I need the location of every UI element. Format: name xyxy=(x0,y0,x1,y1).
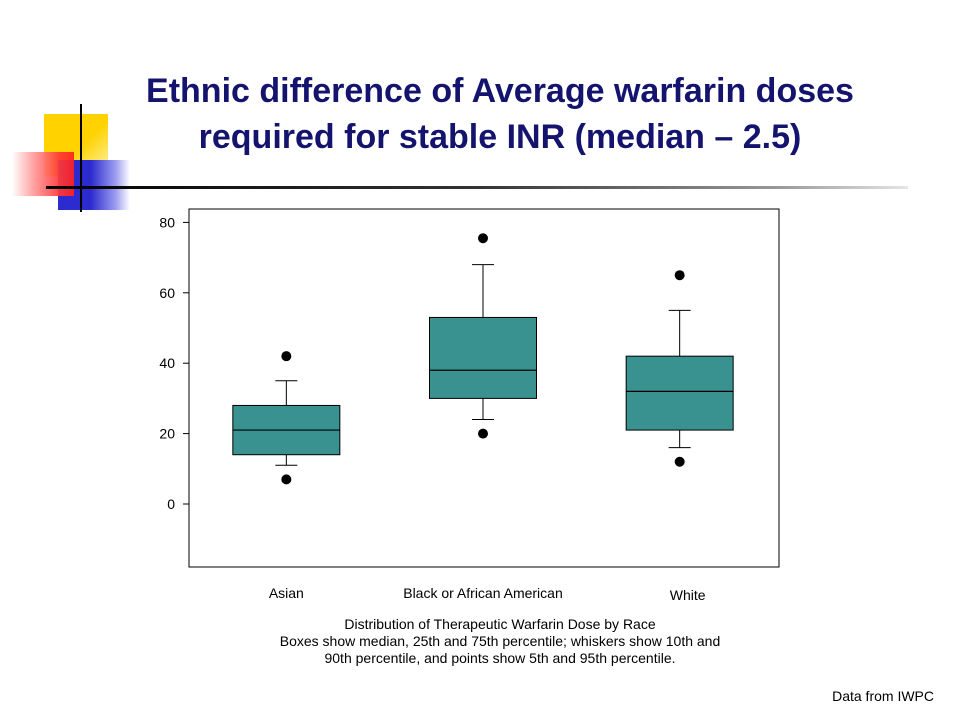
x-axis: Asian Black or African American White xyxy=(269,585,706,603)
p5-point xyxy=(281,474,292,485)
p5-point xyxy=(478,428,488,439)
plot-frame xyxy=(188,208,780,568)
x-tick-label-asian: Asian xyxy=(269,585,304,601)
chart-caption: Distribution of Therapeutic Warfarin Dos… xyxy=(180,616,820,667)
decor-horizontal-line xyxy=(46,186,908,189)
iqr-box xyxy=(429,316,537,399)
p95-point xyxy=(478,233,488,244)
y-tick-label-20: 20 xyxy=(159,426,175,442)
caption-line-1: Distribution of Therapeutic Warfarin Dos… xyxy=(344,616,656,632)
caption-line-2: Boxes show median, 25th and 75th percent… xyxy=(279,633,721,649)
slide-title: Ethnic difference of Average warfarin do… xyxy=(80,68,920,160)
y-axis: 0 20 40 60 80 xyxy=(159,214,189,512)
boxes-group xyxy=(232,233,734,485)
x-tick-label-black-or-african-american: Black or African American xyxy=(403,585,563,601)
slide-title-line-2: required for stable INR (median – 2.5) xyxy=(198,118,802,156)
x-tick-label-white: White xyxy=(670,587,706,603)
y-tick-label-60: 60 xyxy=(159,285,175,301)
slide-title-line-1: Ethnic difference of Average warfarin do… xyxy=(146,72,854,110)
caption-line-3: 90th percentile, and points show 5th and… xyxy=(324,650,676,666)
p95-point xyxy=(674,270,685,281)
y-tick-label-40: 40 xyxy=(159,355,175,371)
iqr-box xyxy=(625,355,734,431)
source-note: Data from IWPC xyxy=(832,688,934,704)
y-tick-label-0: 0 xyxy=(167,496,175,512)
y-tick-label-80: 80 xyxy=(159,214,175,230)
box-white xyxy=(625,270,734,467)
box-asian xyxy=(232,351,341,485)
p5-point xyxy=(674,456,685,467)
decor-vertical-line xyxy=(80,104,82,212)
p95-point xyxy=(281,351,292,362)
box-black-or-african-american xyxy=(429,233,537,439)
